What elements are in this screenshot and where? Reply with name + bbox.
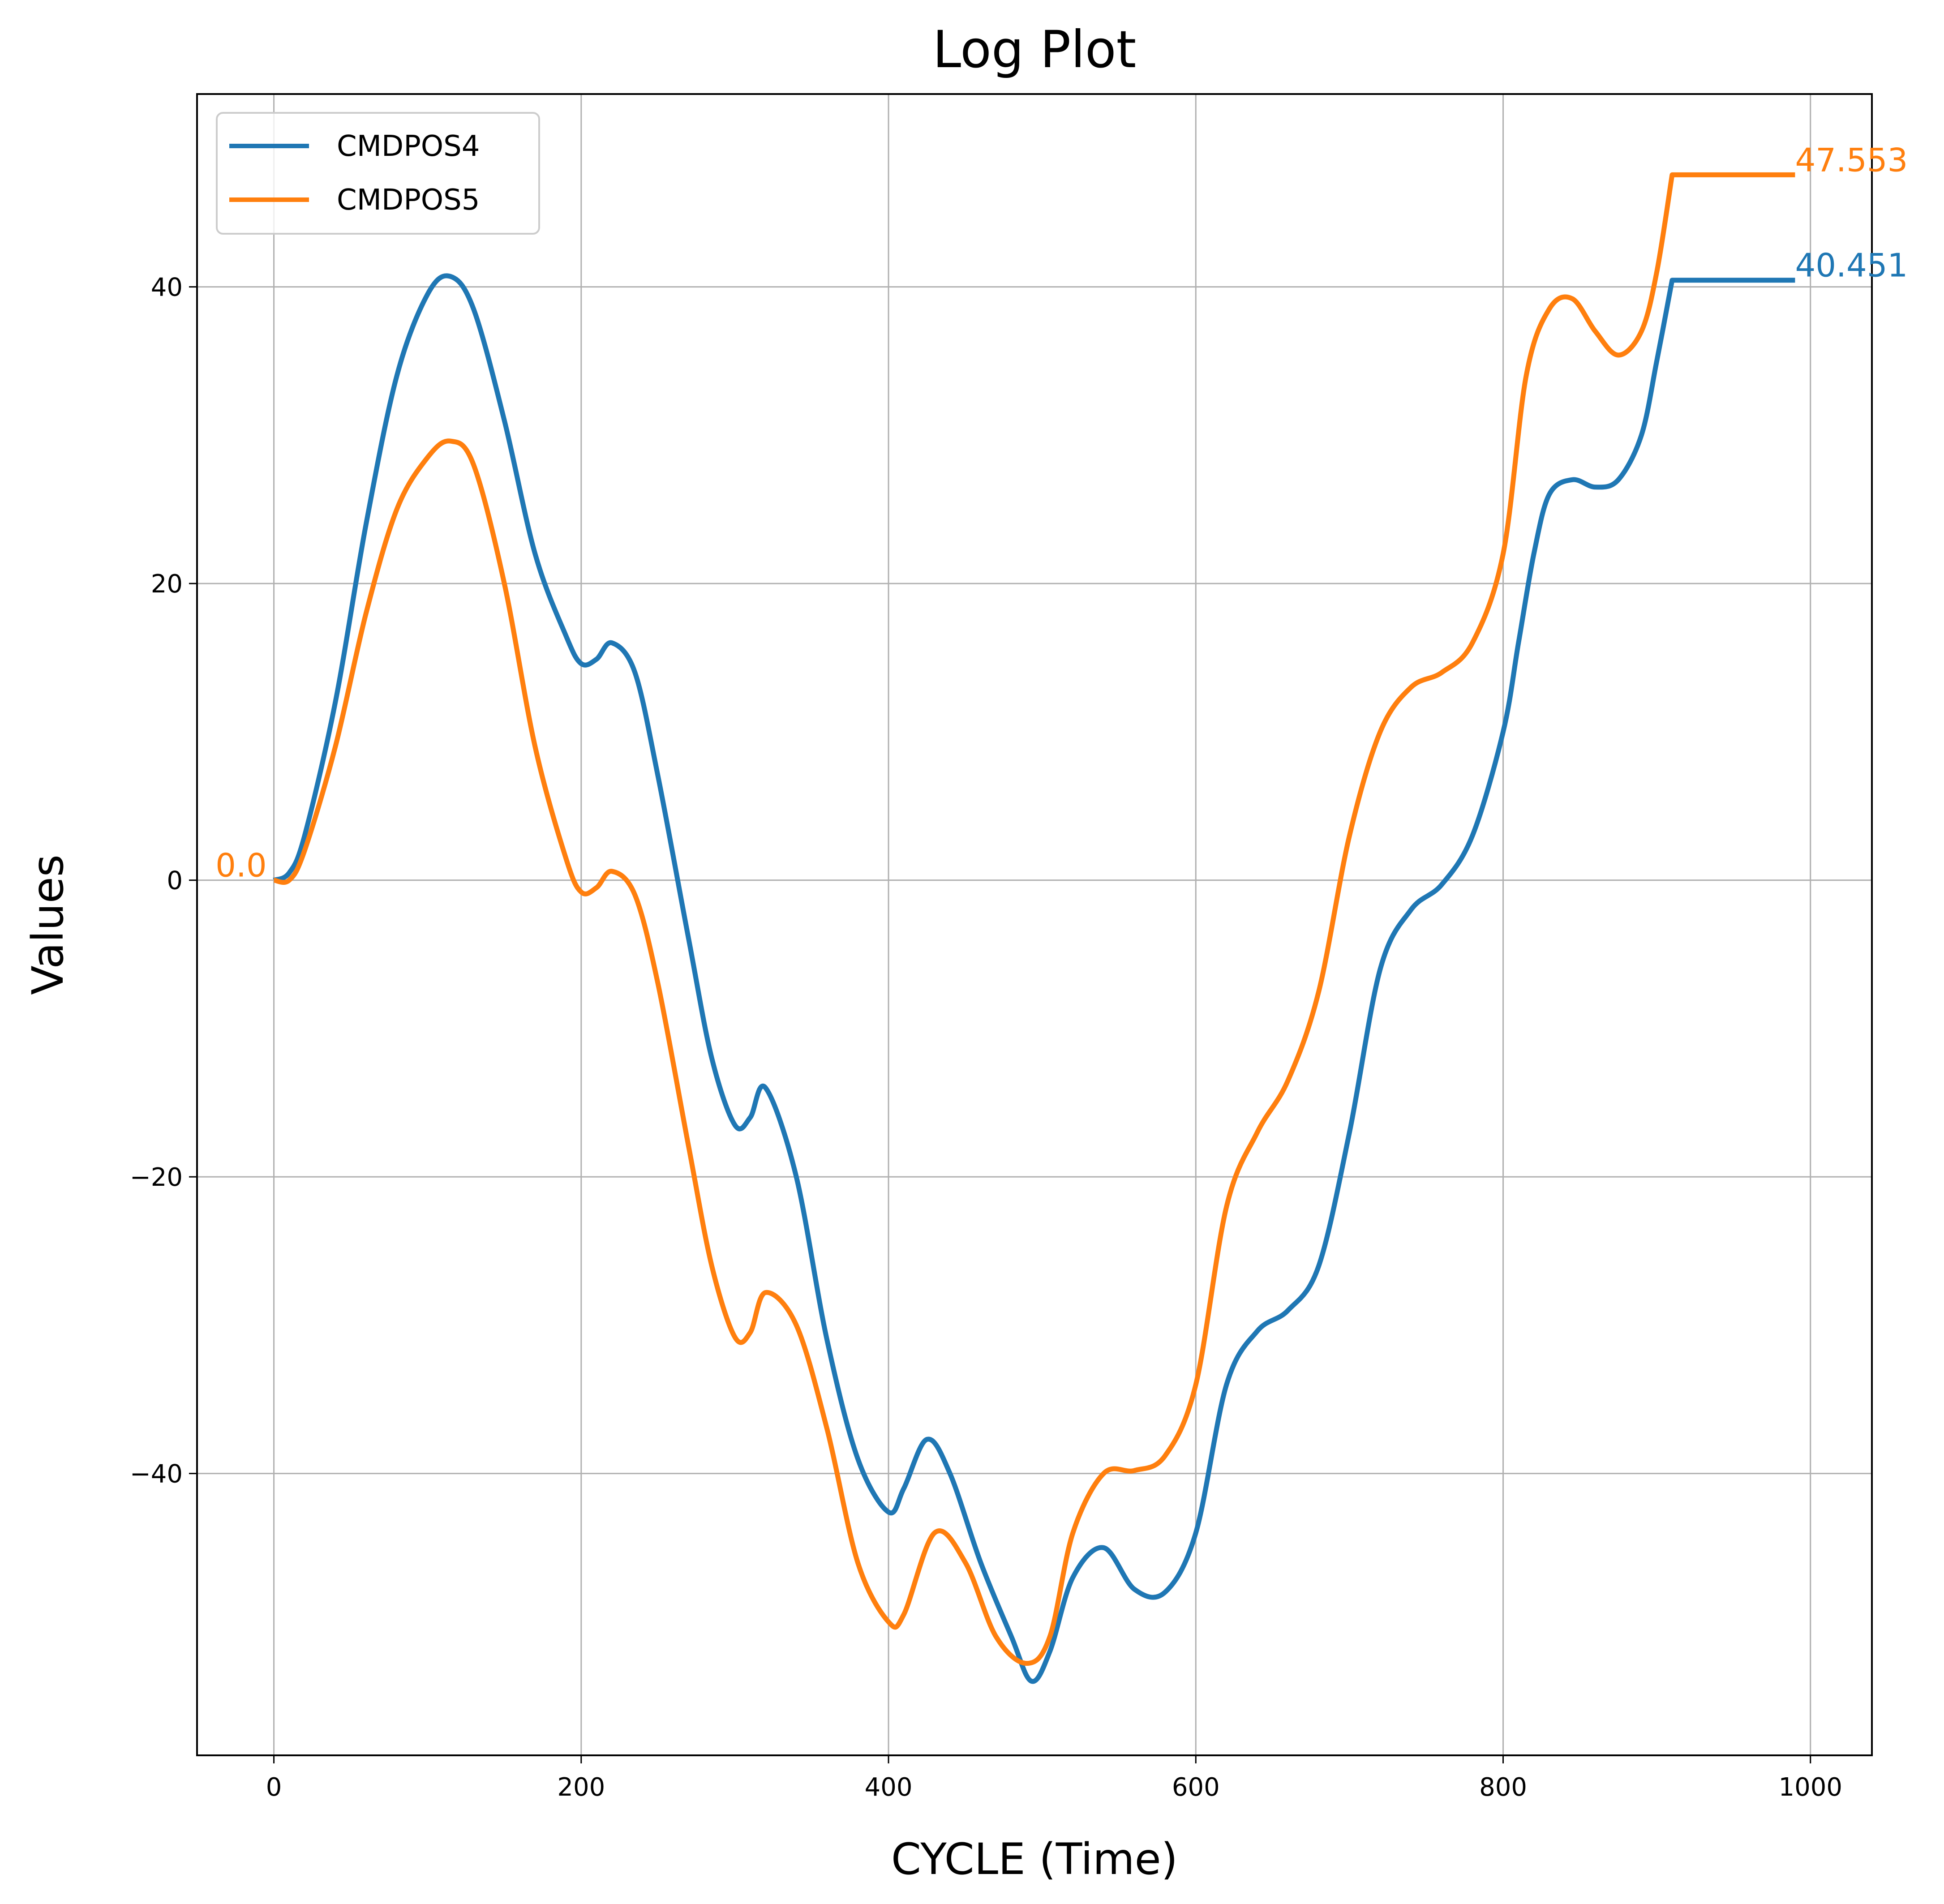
end-value-annotations: 0.0 40.451 47.553 [215, 141, 1908, 884]
legend-label-cmdpos4: CMDPOS4 [337, 130, 480, 163]
y-tick-label: 40 [151, 273, 183, 302]
axis-ticks: 0 200 400 600 800 1000 −40 −20 0 20 40 [130, 273, 1842, 1802]
y-tick-label: 20 [151, 570, 183, 599]
legend-label-cmdpos5: CMDPOS5 [337, 184, 480, 217]
value-annotation: 0.0 [215, 847, 267, 884]
x-tick-label: 800 [1479, 1773, 1527, 1802]
value-annotation: 40.451 [1795, 247, 1908, 284]
y-tick-label: 0 [167, 866, 183, 896]
value-annotation: 47.553 [1795, 141, 1908, 179]
x-tick-label: 1000 [1778, 1773, 1842, 1802]
chart-title: Log Plot [933, 20, 1137, 79]
x-tick-label: 0 [266, 1773, 282, 1802]
y-tick-label: −20 [130, 1163, 183, 1192]
x-tick-label: 600 [1172, 1773, 1220, 1802]
x-tick-label: 200 [557, 1773, 605, 1802]
plot-frame [196, 93, 1873, 1756]
series-line-cmdpos5 [273, 172, 1795, 1666]
legend-box [216, 112, 540, 235]
y-tick-label: −40 [130, 1460, 183, 1489]
series-line-cmdpos4 [273, 273, 1795, 1684]
series-lines [273, 172, 1795, 1684]
y-axis-label: Values [23, 854, 73, 995]
legend: CMDPOS4 CMDPOS5 [216, 112, 540, 235]
x-tick-label: 400 [865, 1773, 913, 1802]
x-axis-label: CYCLE (Time) [891, 1834, 1178, 1884]
grid-lines [197, 94, 1872, 1755]
